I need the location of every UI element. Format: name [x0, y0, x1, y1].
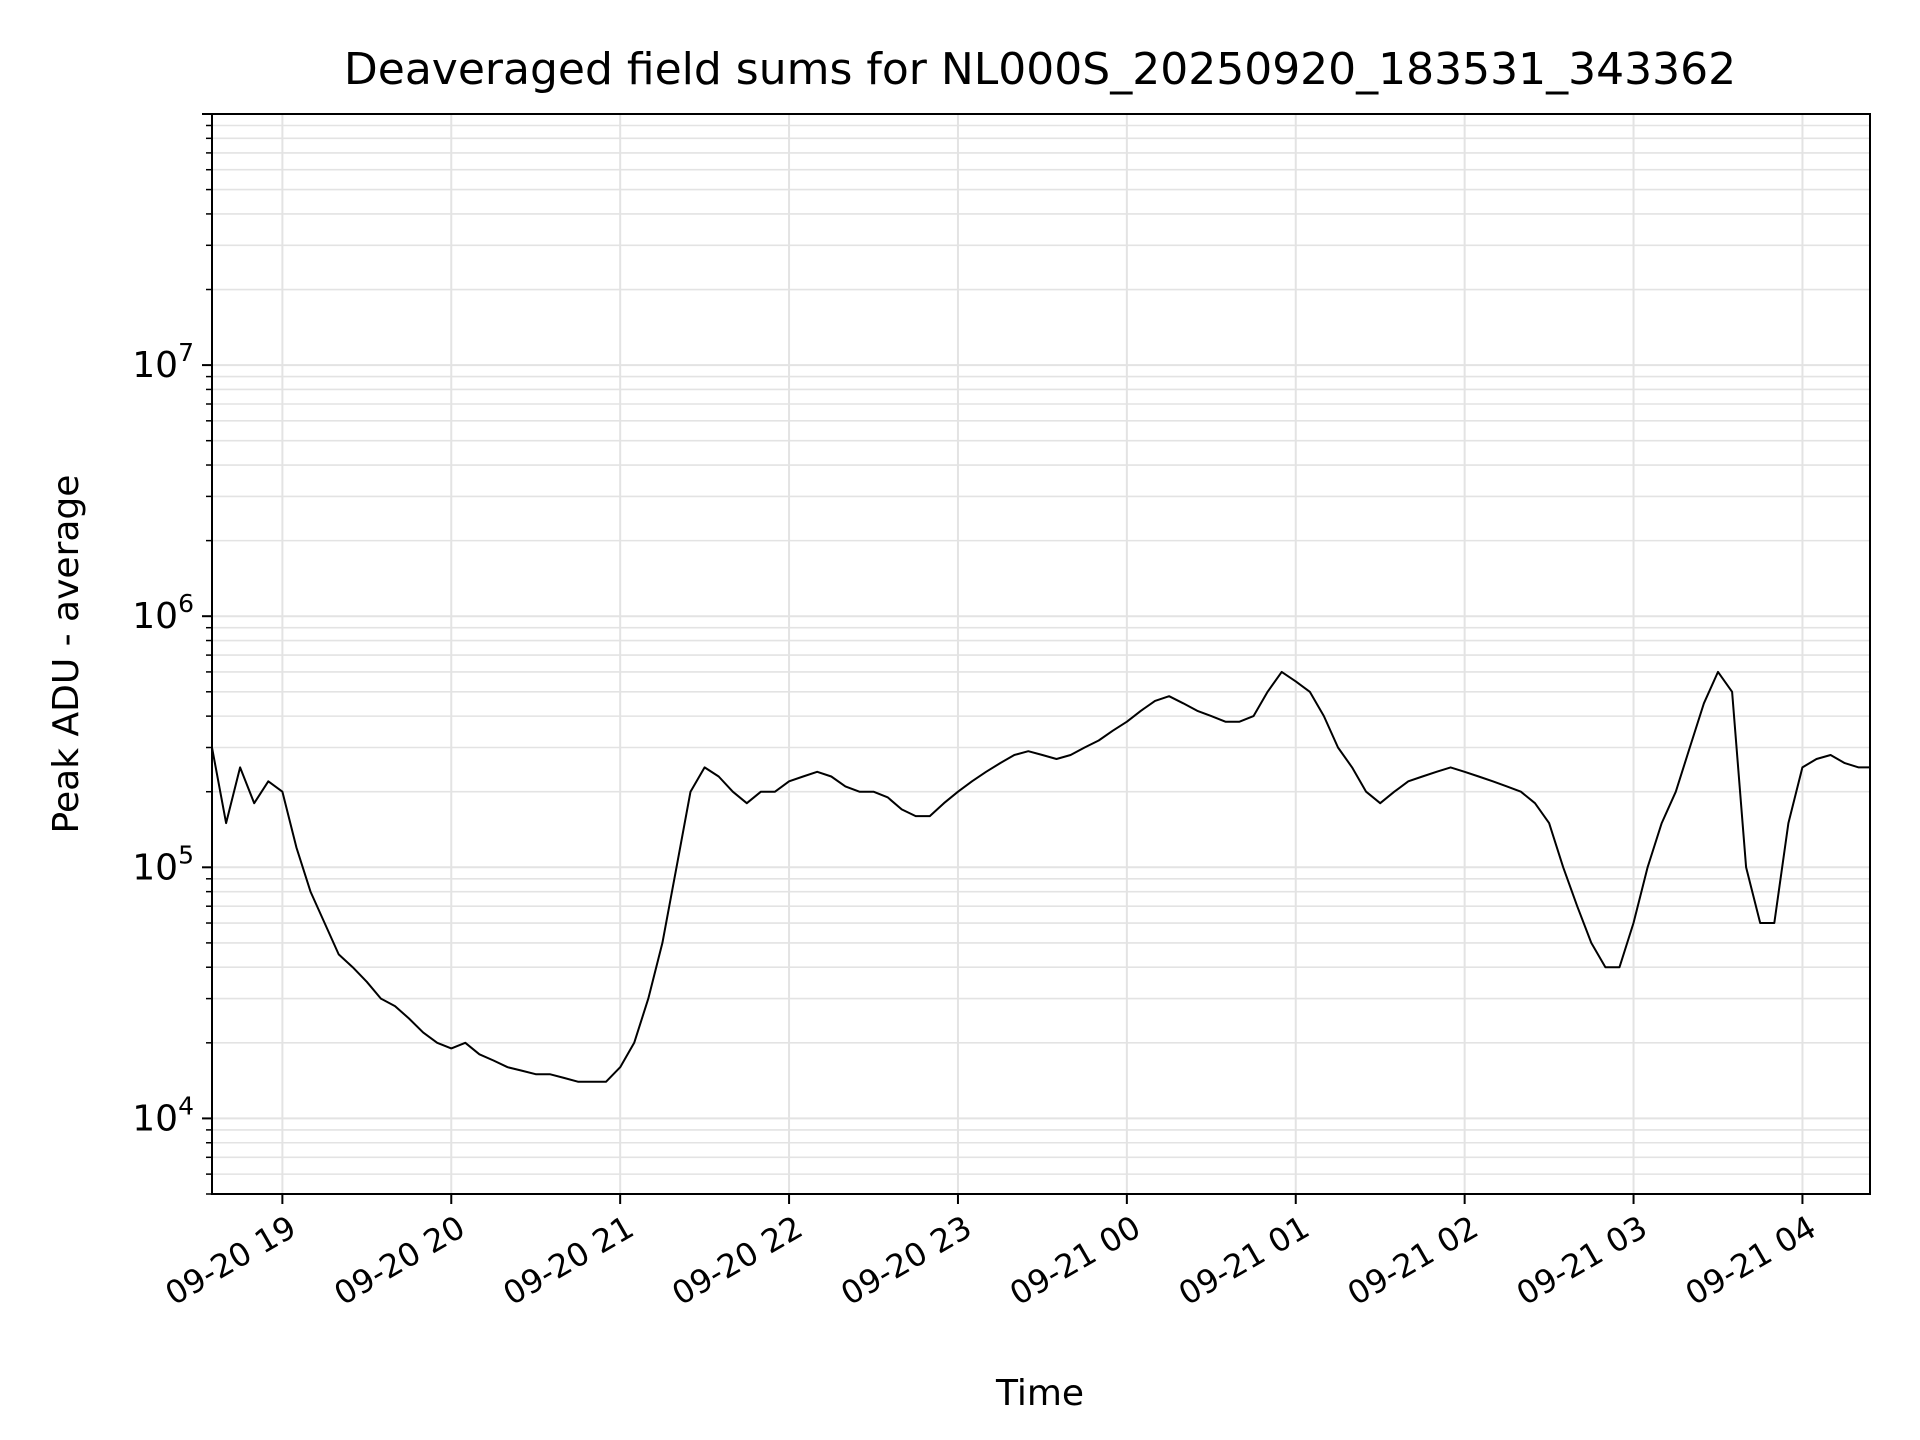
series-layer: [211, 670, 1870, 1083]
y-tick-label: 104: [132, 1091, 194, 1139]
y-tick-label: 107: [132, 338, 194, 386]
y-tick-label: 106: [132, 589, 194, 637]
y-axis-label: Peak ADU - average: [46, 475, 87, 834]
x-axis-label: Time: [995, 1373, 1084, 1414]
chart-title: Deaveraged field sums for NL000S_2025092…: [344, 44, 1736, 95]
y-tick-label: 105: [132, 840, 194, 888]
plot-frame: [211, 113, 1871, 1195]
series-line: [211, 670, 1870, 1083]
